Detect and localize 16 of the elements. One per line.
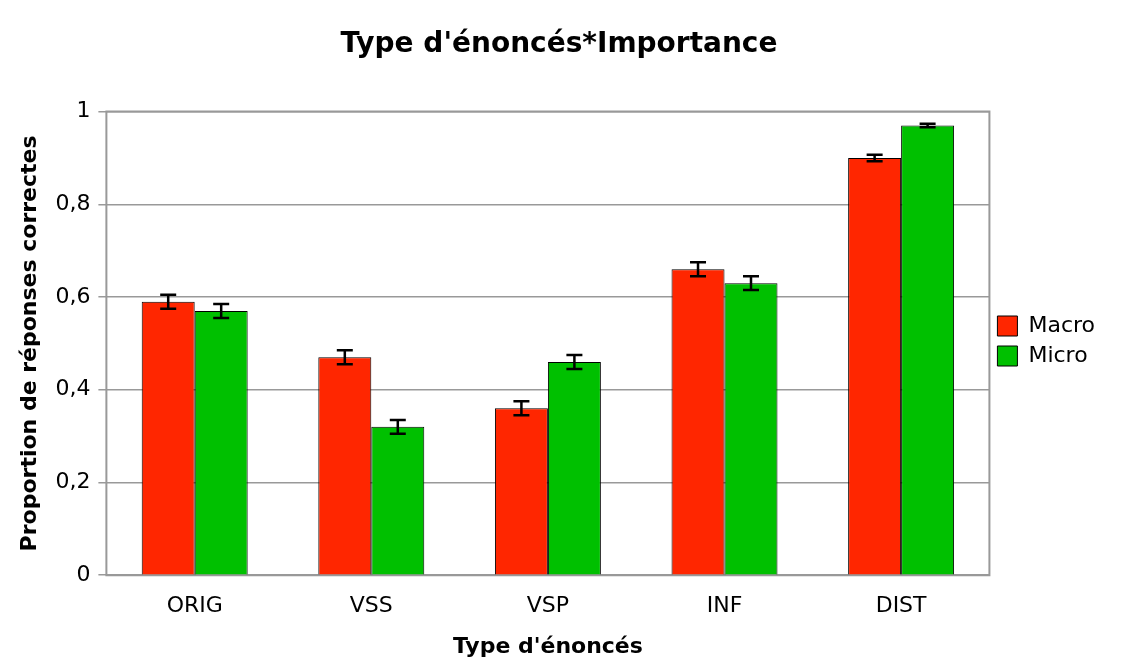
y-tick-label: 1 bbox=[76, 97, 91, 123]
y-tick-label: 0,8 bbox=[55, 190, 91, 216]
x-tick-label: ORIG bbox=[166, 592, 223, 618]
x-tick-label: VSS bbox=[349, 592, 393, 618]
y-tick-label: 0,2 bbox=[55, 468, 91, 494]
legend-label: Macro bbox=[1028, 311, 1096, 337]
y-tick-label: 0 bbox=[76, 560, 91, 586]
y-tick-label: 0,6 bbox=[55, 282, 91, 308]
chart-title: Type d'énoncés*Importance bbox=[340, 26, 778, 60]
x-tick-label: DIST bbox=[875, 592, 928, 618]
y-tick-label: 0,4 bbox=[55, 375, 91, 401]
x-axis-title: Type d'énoncés bbox=[452, 632, 643, 658]
x-tick-label: VSP bbox=[526, 592, 570, 618]
legend-label: Micro bbox=[1028, 341, 1088, 367]
x-tick-label: INF bbox=[706, 592, 743, 618]
y-axis-title: Proportion de réponses correctes bbox=[15, 135, 41, 552]
